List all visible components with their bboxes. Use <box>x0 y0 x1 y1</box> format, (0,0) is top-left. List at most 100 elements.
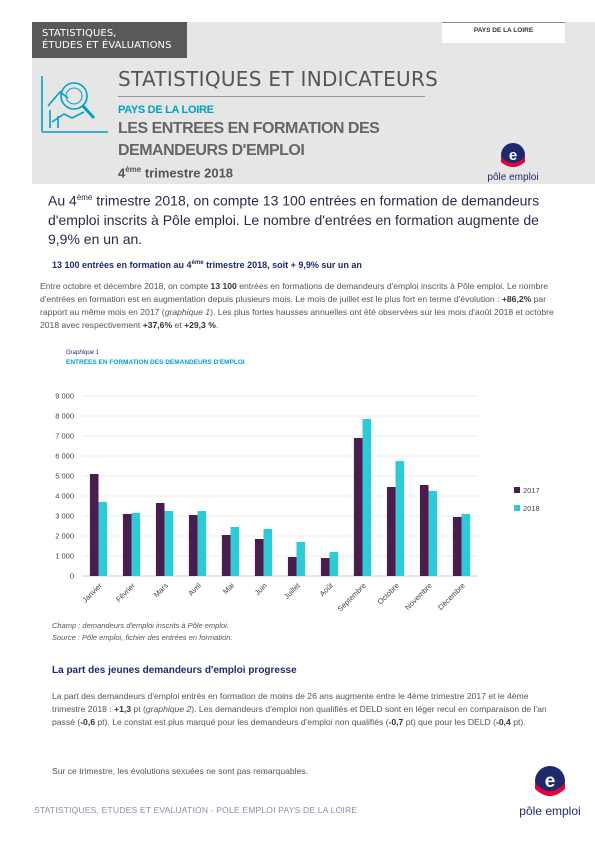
series-line-2: ÉTUDES ET ÉVALUATIONS <box>42 40 172 51</box>
x-tick-label: Janvier <box>80 581 104 605</box>
bar-2017 <box>221 535 231 576</box>
bar-2017 <box>419 485 429 576</box>
magnifier-chart-icon <box>38 72 110 138</box>
bar-2018 <box>197 511 207 576</box>
heading-text-b: trimestre 2018, soit + 9,9% sur un an <box>203 260 362 270</box>
logo-footer-emploi: emploi <box>545 804 580 818</box>
s2-b4: -0,4 <box>496 717 511 727</box>
y-tick-label: 8 000 <box>55 412 74 421</box>
section-2-paragraph: La part des demandeurs d'emploi entrés e… <box>52 690 557 729</box>
s2-b1: +1,3 <box>114 704 132 714</box>
region-label-top: PAYS DE LA LOIRE <box>442 22 565 43</box>
s1-t6: . <box>215 320 219 330</box>
bar-2018 <box>263 529 273 576</box>
s2-t6: pt). <box>510 717 526 727</box>
quarter-number: 4 <box>118 165 126 181</box>
legend-swatch <box>514 487 520 493</box>
y-tick-label: 7 000 <box>55 432 74 441</box>
svg-text:pôle emploi: pôle emploi <box>519 804 580 818</box>
quarter-label: 4ème trimestre 2018 <box>118 165 233 180</box>
x-tick-label: Mars <box>152 581 170 599</box>
intro-text-b: trimestre 2018, on compte 13 100 entrées… <box>48 192 540 247</box>
y-tick-label: 4 000 <box>55 492 74 501</box>
x-tick-label: Septembre <box>336 581 368 613</box>
bar-chart: 0 1 000 2 000 3 000 4 000 5 000 6 000 7 000 8 00… <box>55 392 540 614</box>
y-tick-label: 0 <box>70 572 74 581</box>
bar-2017 <box>89 474 99 576</box>
y-tick-label: 2 000 <box>55 532 74 541</box>
title-divider <box>118 96 425 97</box>
s1-t1: Entre octobre et décembre 2018, on compt… <box>40 281 211 291</box>
s2-t2: pt ( <box>131 704 146 714</box>
x-tick-label: Mai <box>221 581 236 596</box>
bar-2018 <box>230 527 240 576</box>
section-2-note: Sur ce trimestre, les évolutions sexuées… <box>52 766 309 776</box>
graph-title: ENTREES EN FORMATION DES DEMANDEURS D'EM… <box>66 359 245 366</box>
bar-2017 <box>320 558 330 576</box>
bar-2017 <box>155 503 165 576</box>
graph-source: Champ : demandeurs d'emploi inscrits à P… <box>52 620 233 644</box>
bar-2018 <box>164 511 174 576</box>
y-tick-label: 6 000 <box>55 452 74 461</box>
bar-2018 <box>362 419 372 576</box>
logo-letter: e <box>509 147 517 164</box>
bar-2017 <box>452 517 462 576</box>
intro-paragraph: Au 4ème trimestre 2018, on compte 13 100… <box>48 188 568 249</box>
s2-i1: graphique 2 <box>145 704 192 714</box>
graph-label: Graphique 1 <box>66 350 100 356</box>
bar-2018 <box>296 542 306 576</box>
bar-2017 <box>386 487 396 576</box>
bar-2017 <box>122 514 132 576</box>
bar-2017 <box>287 557 297 576</box>
intro-sup: ème <box>76 193 93 202</box>
s1-b1: 13 100 <box>210 281 237 291</box>
s1-b4: +29,3 % <box>184 320 216 330</box>
s2-b3: -0,7 <box>388 717 404 727</box>
bar-2018 <box>461 514 471 576</box>
s2-t3: ). Les demandeurs d'emploi non qualifiés… <box>52 704 547 727</box>
section-2-heading: La part des jeunes demandeurs d'emploi p… <box>52 665 297 676</box>
x-tick-label: Avril <box>186 581 203 598</box>
legend-swatch <box>514 505 520 511</box>
document-title-line-1: LES ENTREES EN FORMATION DES <box>118 120 380 137</box>
s1-b2: +86,2% <box>501 294 532 304</box>
s2-t5: pt) que pour les DELD ( <box>403 717 496 727</box>
page-main-title: STATISTIQUES ET INDICATEURS <box>118 67 439 91</box>
bar-2018 <box>329 552 339 576</box>
s1-t5: et <box>172 320 185 330</box>
x-tick-label: Décembre <box>436 581 467 612</box>
logo-footer-pole: pôle <box>519 804 542 818</box>
heading-text-a: 13 100 entrées en formation au 4 <box>52 260 192 270</box>
x-tick-label: Août <box>318 580 336 598</box>
bar-2017 <box>353 438 363 576</box>
s1-i1: graphique 1 <box>164 307 211 317</box>
x-tick-label: Février <box>114 581 137 604</box>
x-tick-label: Novembre <box>403 581 434 612</box>
logo-footer-letter: e <box>545 771 556 792</box>
x-tick-label: Juin <box>253 581 269 597</box>
svg-text:pôle emploi: pôle emploi <box>487 172 538 183</box>
s1-t4: ). Les plus fortes hausses annuelles ont… <box>40 307 554 330</box>
source-line-1: Champ : demandeurs d'emploi inscrits à P… <box>52 621 229 630</box>
y-tick-label: 3 000 <box>55 512 74 521</box>
s1-t2: entrées en formations de demandeurs d'em… <box>40 281 549 304</box>
bar-2017 <box>254 539 264 576</box>
publication-series-box: STATISTIQUES, ÉTUDES ET ÉVALUATIONS <box>32 22 187 58</box>
s2-t1: La part des demandeurs d'emploi entrés e… <box>52 691 529 714</box>
x-tick-label: Juillet <box>282 580 303 601</box>
region-subtitle: PAYS DE LA LOIRE <box>118 104 214 116</box>
section-1-paragraph: Entre octobre et décembre 2018, on compt… <box>40 280 560 332</box>
document-title-line-2: DEMANDEURS D'EMPLOI <box>118 142 305 159</box>
s2-t4: pt). Le constat est plus marqué pour les… <box>95 717 389 727</box>
section-1-heading: 13 100 entrées en formation au 4ème trim… <box>52 260 362 270</box>
bar-2018 <box>395 461 405 576</box>
s1-b3: +37,6% <box>142 320 173 330</box>
s2-b2: -0,6 <box>80 717 95 727</box>
page-footer: STATISTIQUES, ETUDES ET EVALUATION - POL… <box>34 805 358 815</box>
bar-2018 <box>428 491 438 576</box>
source-line-2: Source : Pôle emploi, fichier des entrée… <box>52 633 233 642</box>
quarter-ordinal: ème <box>125 165 142 174</box>
logo-word-emploi: emploi <box>509 172 538 183</box>
y-tick-label: 9 000 <box>55 392 74 401</box>
legend-label: 2017 <box>523 486 540 495</box>
